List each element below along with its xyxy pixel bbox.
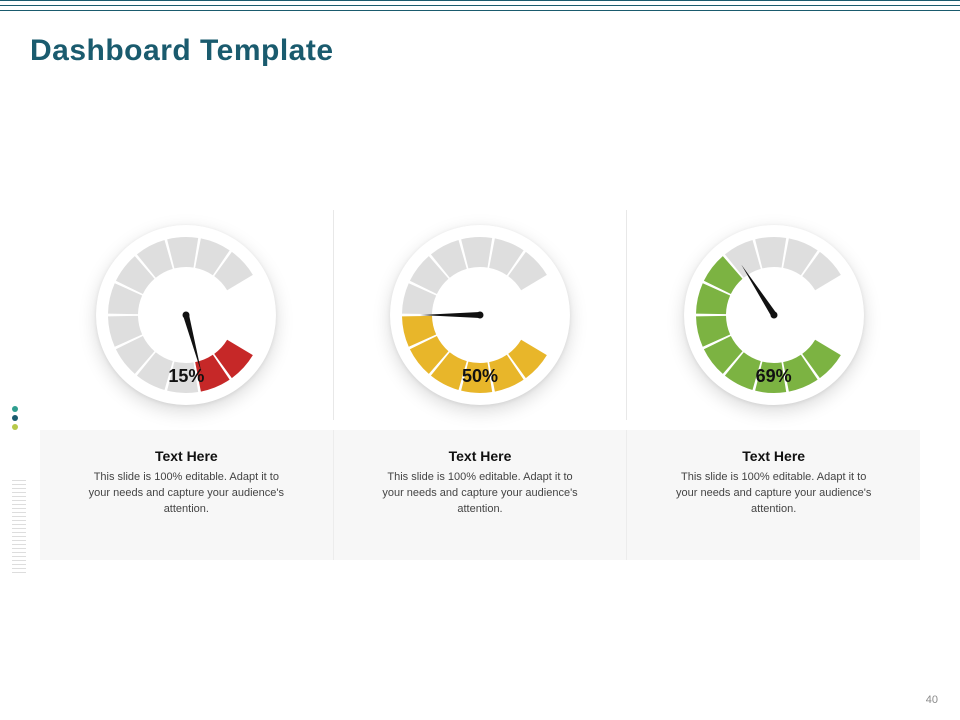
gauge-value-label: 50%: [390, 366, 570, 387]
gauge-cell-1: 15%: [40, 210, 333, 420]
text-cell-3: Text Here This slide is 100% editable. A…: [626, 430, 920, 560]
gauge-1: 15%: [96, 225, 276, 405]
gauge-value-label: 69%: [684, 366, 864, 387]
gauge-cell-2: 50%: [333, 210, 627, 420]
gauge-2: 50%: [390, 225, 570, 405]
text-cell-1: Text Here This slide is 100% editable. A…: [40, 430, 333, 560]
text-title: Text Here: [659, 448, 888, 464]
gauge-3: 69%: [684, 225, 864, 405]
side-ticks-icon: [12, 480, 26, 573]
text-band: Text Here This slide is 100% editable. A…: [40, 430, 920, 560]
text-body: This slide is 100% editable. Adapt it to…: [674, 470, 874, 518]
text-body: This slide is 100% editable. Adapt it to…: [380, 470, 580, 518]
text-title: Text Here: [72, 448, 301, 464]
page-number: 40: [926, 694, 938, 706]
text-body: This slide is 100% editable. Adapt it to…: [86, 470, 286, 518]
gauge-cell-3: 69%: [626, 210, 920, 420]
side-dots-icon: [12, 406, 18, 430]
text-cell-2: Text Here This slide is 100% editable. A…: [333, 430, 627, 560]
gauges-row: 15% 50% 69%: [40, 210, 920, 420]
gauge-value-label: 15%: [96, 366, 276, 387]
top-rule-lines: [0, 0, 960, 15]
text-title: Text Here: [366, 448, 595, 464]
page-title: Dashboard Template: [30, 34, 334, 68]
